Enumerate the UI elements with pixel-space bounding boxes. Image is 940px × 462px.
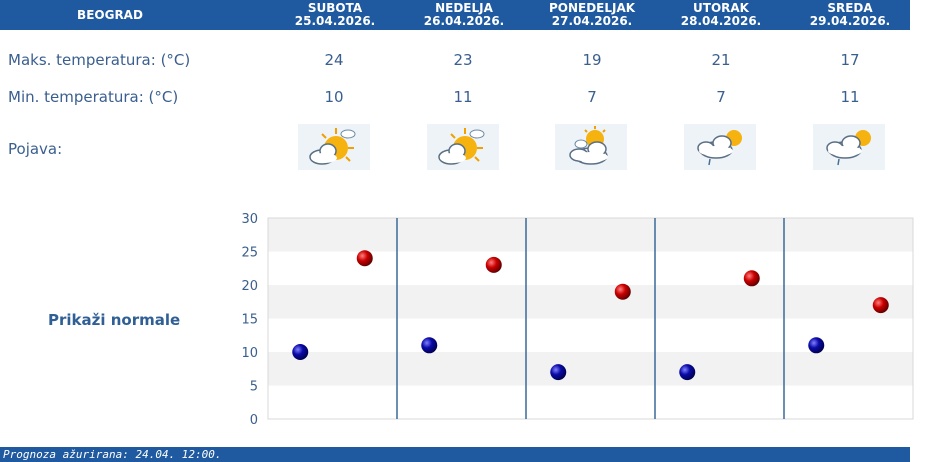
day-header-5: SREDA 29.04.2026. <box>790 0 910 30</box>
min-temp-label: Min. temperatura: (°C) <box>8 88 179 106</box>
day-name: SUBOTA <box>307 1 363 15</box>
show-normals-link[interactable]: Prikaži normale <box>48 311 181 329</box>
day-name: PONEDELJAK <box>548 1 636 15</box>
min-temp-point <box>550 364 567 381</box>
day-date: 25.04.2026. <box>294 14 376 28</box>
day-date: 27.04.2026. <box>551 14 633 28</box>
min-temp-point <box>292 344 309 360</box>
max-temp-point <box>356 250 373 267</box>
y-tick-label: 0 <box>250 413 258 428</box>
forecast-updated-bar: Prognoza ažurirana: 24.04. 12:00. <box>0 447 910 462</box>
day-header-1: SUBOTA 25.04.2026. <box>275 0 395 30</box>
grid-band <box>268 352 913 386</box>
sun-cloud-icon <box>427 124 499 170</box>
min-temp-point <box>808 337 825 354</box>
day-header-2: NEDELJA 26.04.2026. <box>404 0 524 30</box>
cloud-rain-sun-icon <box>684 124 756 170</box>
forecast-header: BEOGRAD SUBOTA 25.04.2026. NEDELJA 26.04… <box>0 0 910 30</box>
grid-band <box>268 218 913 252</box>
phenomenon-label: Pojava: <box>8 140 63 158</box>
grid-band <box>268 318 913 352</box>
y-tick-label: 20 <box>241 279 258 294</box>
y-tick-label: 25 <box>241 246 258 261</box>
cloud-sun-icon <box>555 124 627 170</box>
day-name: UTORAK <box>693 1 749 15</box>
y-tick-label: 30 <box>241 212 258 227</box>
max-temp-value: 21 <box>711 51 731 69</box>
grid-band <box>268 285 913 319</box>
min-temp-point <box>421 337 438 354</box>
city-name: BEOGRAD <box>77 8 143 22</box>
min-temp-point <box>679 364 696 381</box>
day-name: SREDA <box>827 1 873 15</box>
max-temp-value: 24 <box>324 51 344 69</box>
min-temp-value: 10 <box>324 88 344 106</box>
grid-band <box>268 385 913 419</box>
day-name: NEDELJA <box>435 1 493 15</box>
grid-band <box>268 251 913 285</box>
cloud-rain-sun-icon <box>813 124 885 170</box>
forecast-updated-text: Prognoza ažurirana: 24.04. 12:00. <box>3 448 222 461</box>
min-temp-value: 7 <box>587 88 597 106</box>
day-date: 29.04.2026. <box>809 14 891 28</box>
day-date: 26.04.2026. <box>423 14 505 28</box>
max-temp-value: 17 <box>840 51 860 69</box>
y-tick-label: 10 <box>241 346 258 361</box>
day-header-4: UTORAK 28.04.2026. <box>661 0 781 30</box>
max-temp-label: Maks. temperatura: (°C) <box>8 51 191 69</box>
y-tick-label: 15 <box>241 313 258 328</box>
min-temp-value: 7 <box>716 88 726 106</box>
max-temp-point <box>614 283 631 300</box>
sun-cloud-icon <box>298 124 370 170</box>
day-header-3: PONEDELJAK 27.04.2026. <box>532 0 652 30</box>
max-temp-point <box>872 297 889 314</box>
max-temp-point <box>743 270 760 287</box>
max-temp-value: 19 <box>582 51 602 69</box>
max-temp-point <box>485 256 502 273</box>
day-date: 28.04.2026. <box>680 14 762 28</box>
y-tick-label: 5 <box>250 380 258 395</box>
min-temp-value: 11 <box>453 88 473 106</box>
max-temp-value: 23 <box>453 51 473 69</box>
plot-frame <box>267 217 914 420</box>
min-temp-value: 11 <box>840 88 860 106</box>
